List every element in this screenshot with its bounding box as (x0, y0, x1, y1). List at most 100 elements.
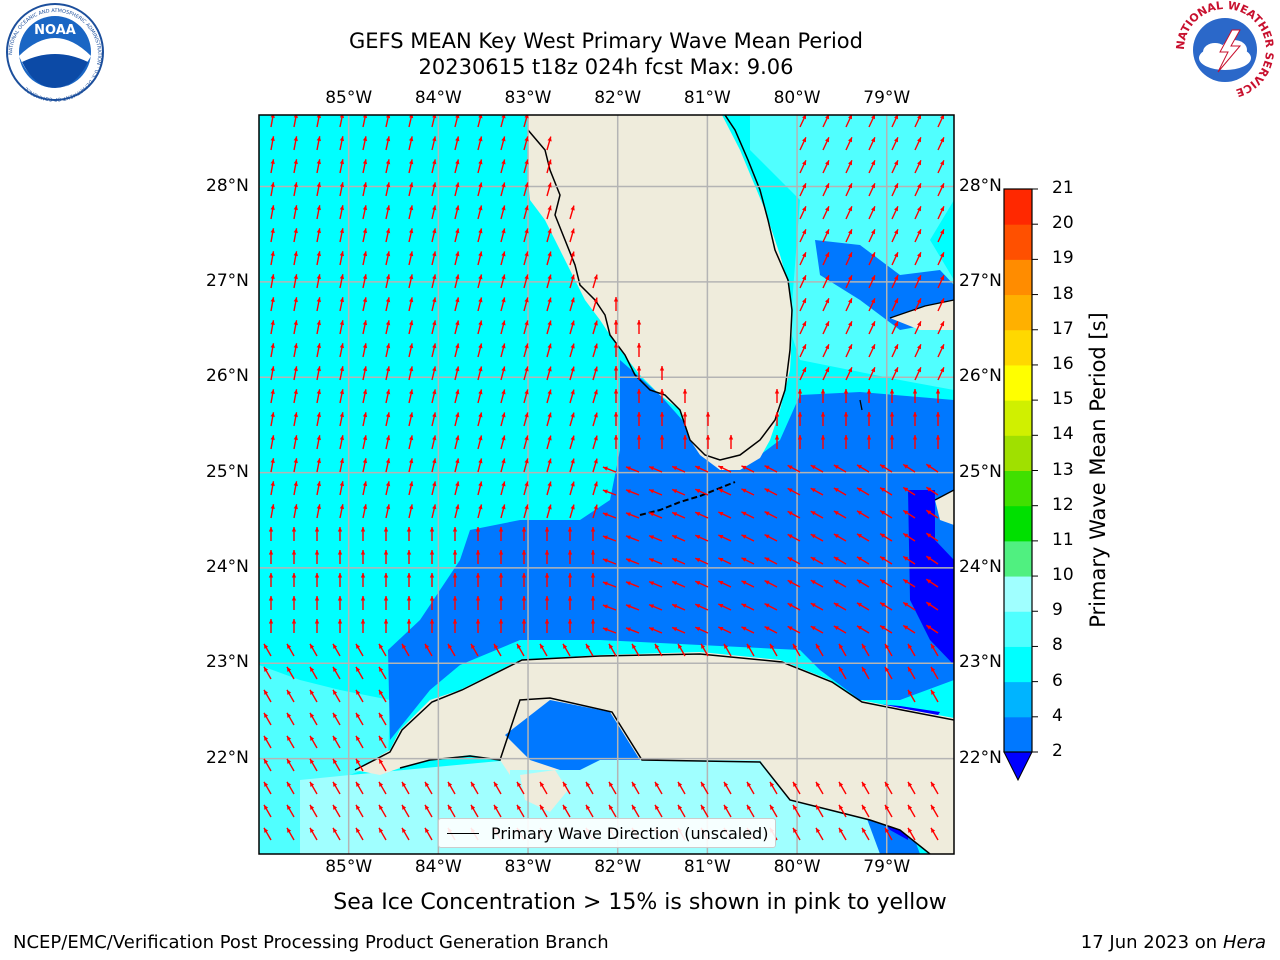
wave-arrow-head (339, 389, 345, 395)
wave-arrow-head (695, 512, 701, 517)
wave-arrow-head (871, 115, 875, 120)
wave-arrow-head (931, 689, 936, 695)
colorbar-segment (1004, 611, 1032, 647)
wave-arrow-head (894, 344, 898, 350)
wave-arrow-head (379, 735, 384, 741)
wave-arrow-head (432, 435, 437, 441)
wave-arrow-head (593, 458, 598, 464)
colorbar-tick-label: 19 (1052, 248, 1074, 269)
wave-arrow-head (287, 666, 292, 672)
wave-arrow-head (524, 159, 529, 165)
wave-arrow-head (524, 412, 529, 418)
wave-arrow-head (362, 504, 368, 510)
colorbar-segment (1004, 576, 1032, 612)
wave-arrow-head (903, 602, 909, 607)
wave-arrow-head (810, 511, 816, 516)
wave-arrow-head (926, 556, 932, 561)
wave-arrow-head (478, 343, 483, 349)
wave-arrow-head (316, 343, 321, 349)
wave-arrow-head (385, 435, 391, 441)
wave-arrow-head (678, 804, 683, 810)
wave-arrow-head (501, 366, 506, 372)
wave-arrow-head (339, 251, 345, 257)
wave-arrow-head (478, 412, 483, 418)
wave-arrow-head (448, 643, 453, 649)
wave-arrow-head (833, 488, 839, 493)
lat-label-right: 23°N (959, 652, 1002, 673)
wave-arrow-head (547, 320, 552, 326)
wave-arrow-head (802, 206, 806, 212)
wave-arrow-head (894, 298, 898, 304)
wave-arrow-head (455, 115, 460, 119)
wave-arrow-head (385, 205, 391, 211)
wave-arrow-head (636, 366, 642, 371)
wave-arrow-head (478, 366, 483, 372)
wave-arrow-head (432, 458, 437, 464)
wave-arrow-head (718, 557, 724, 562)
wave-arrow-head (672, 466, 678, 471)
wave-arrow-head (432, 274, 437, 280)
wave-arrow-head (839, 781, 844, 787)
wave-arrow-head (590, 573, 596, 578)
wave-arrow-head (316, 412, 321, 418)
wave-arrow-head (940, 160, 944, 166)
wave-arrow-head (291, 619, 297, 624)
wave-arrow-head (570, 504, 575, 510)
wave-arrow-head (268, 596, 274, 601)
wave-arrow-head (885, 781, 890, 787)
wave-arrow-head (409, 458, 414, 464)
wave-arrow-head (385, 343, 391, 349)
wave-arrow-head (452, 573, 458, 578)
colorbar-tick-label: 15 (1052, 389, 1074, 410)
wave-arrow-head (524, 320, 529, 326)
wave-arrow-head (889, 412, 895, 417)
wave-arrow-head (547, 504, 552, 510)
wave-arrow-head (432, 481, 437, 487)
wave-arrow-head (291, 573, 297, 578)
wave-arrow-head (871, 367, 875, 373)
wave-arrow-head (333, 804, 338, 810)
wave-arrow-head (383, 527, 389, 532)
lon-label-top: 81°W (683, 88, 731, 108)
wave-arrow-head (931, 666, 936, 672)
wave-arrow-head (339, 297, 345, 303)
wave-arrow-head (455, 297, 460, 303)
wave-arrow-head (524, 435, 529, 441)
wave-arrow-head (672, 558, 678, 563)
wave-arrow-head (362, 389, 368, 395)
lon-label-bottom: 85°W (325, 857, 373, 877)
lon-label-top: 79°W (863, 88, 911, 108)
wave-arrow-head (774, 435, 780, 440)
wave-arrow-head (270, 504, 275, 510)
wave-arrow-head (385, 274, 391, 280)
wave-arrow-head (848, 321, 852, 327)
wave-arrow-head (793, 781, 798, 787)
wave-arrow-head (649, 558, 655, 563)
wave-arrow-head (816, 827, 821, 833)
field-bay-overlay (505, 700, 640, 770)
wave-arrow-head (316, 320, 321, 326)
wave-arrow-head (409, 366, 414, 372)
wave-arrow-head (524, 251, 529, 257)
wave-arrow-head (501, 343, 506, 349)
wave-arrow-head (728, 435, 734, 440)
wave-arrow-head (356, 827, 361, 833)
wave-arrow-head (471, 804, 476, 810)
colorbar-segment (1004, 329, 1032, 366)
wave-arrow-head (429, 596, 435, 601)
wave-arrow-head (409, 412, 414, 418)
wave-arrow-head (833, 580, 839, 585)
wave-arrow-head (432, 412, 437, 418)
wave-arrow-head (695, 489, 701, 494)
wave-arrow-head (843, 412, 849, 417)
field-below-2-east (908, 490, 954, 665)
wave-arrow-head (825, 115, 829, 120)
wave-arrow-head (316, 159, 321, 165)
wave-arrow-head (926, 510, 932, 515)
colorbar-tick-label: 21 (1052, 178, 1074, 198)
wave-arrow-head (339, 320, 345, 326)
wave-arrow-head (825, 137, 829, 143)
wave-arrow-head (802, 252, 806, 258)
wave-arrow-head (741, 511, 747, 516)
wave-arrow-head (903, 579, 909, 584)
